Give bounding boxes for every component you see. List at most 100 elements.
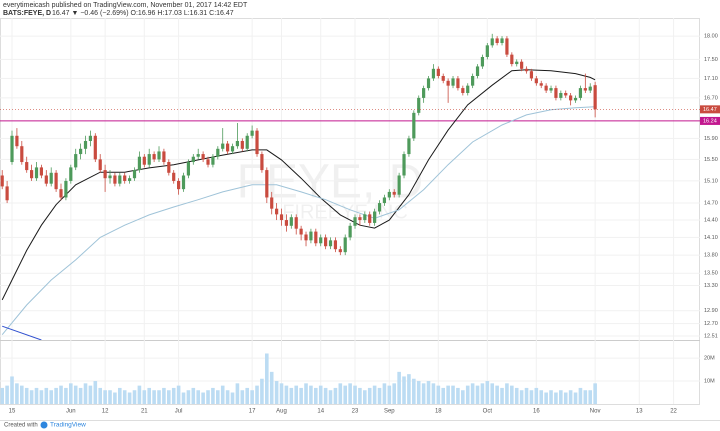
candle-body (392, 191, 396, 195)
y-tick-label: 13.80 (704, 253, 718, 259)
volume-bar (563, 392, 568, 404)
candle-body (69, 167, 73, 181)
volume-bar (338, 383, 343, 404)
candle-body (245, 135, 249, 149)
x-tick-label: 23 (352, 409, 359, 415)
volume-bar (505, 383, 509, 404)
y-tick-label: 14.10 (704, 235, 718, 241)
volume-bar (593, 383, 597, 404)
candle-body (593, 85, 597, 110)
candle-body (93, 135, 97, 160)
y-tick-label: 15.90 (704, 136, 718, 142)
candle-body (64, 180, 68, 198)
candle-body (132, 170, 137, 179)
candle-body (588, 86, 592, 91)
candle-body (103, 170, 107, 179)
volume-bar (260, 378, 264, 404)
candle-body (338, 249, 342, 253)
volume-bar (39, 390, 44, 404)
x-tick-label: 16 (533, 409, 540, 415)
published-line: everytimeicash published on TradingView.… (3, 2, 248, 9)
candle-body (578, 88, 583, 98)
volume-bar (245, 387, 250, 404)
volume-bar (5, 385, 9, 404)
candle-body (191, 156, 195, 163)
volume-tick-label: 10M (704, 378, 715, 384)
candle-body (520, 61, 524, 69)
candle-body (88, 135, 93, 141)
volume-bar (431, 383, 436, 404)
candle-body (226, 143, 230, 152)
volume-bar (78, 387, 83, 404)
candle-body (328, 240, 333, 247)
volume-bar (269, 371, 274, 404)
x-tick-label: 14 (317, 409, 324, 415)
volume-bar (426, 381, 431, 404)
volume-bar (495, 385, 499, 404)
candle-body (505, 38, 509, 55)
volume-bar (176, 385, 181, 404)
volume-bar (539, 390, 544, 404)
y-tick-label: 14.70 (704, 201, 718, 207)
volume-bar (573, 392, 578, 404)
volume-bar (255, 385, 259, 404)
volume-bar (162, 387, 166, 404)
candle-body (123, 175, 127, 181)
candle-body (284, 220, 289, 226)
candle-body (431, 68, 436, 79)
volume-bar (480, 383, 485, 404)
candle-body (583, 88, 587, 91)
y-tick-label: 14.40 (704, 218, 718, 224)
volume-bar (225, 390, 230, 404)
x-tick-label: 22 (670, 409, 677, 415)
x-tick-label: 21 (141, 409, 148, 415)
candle-body (422, 88, 426, 98)
volume-bar (49, 390, 54, 404)
volume-bar (397, 371, 401, 404)
candle-body (235, 140, 240, 147)
candle-body (324, 237, 328, 247)
volume-bar (191, 387, 196, 404)
x-tick-label: 12 (102, 409, 109, 415)
candle-body (480, 56, 485, 67)
y-tick-label: 16.70 (704, 95, 718, 101)
candle-body (524, 68, 529, 72)
volume-bar (544, 392, 548, 404)
candle-body (353, 217, 357, 226)
volume-bar (358, 387, 362, 404)
volume-bar (510, 385, 514, 404)
candle-body (201, 154, 205, 160)
volume-bar (441, 387, 446, 404)
x-tick-label: Nov (590, 409, 601, 415)
volume-bar (367, 387, 372, 404)
volume-bar (284, 385, 289, 404)
volume-bar (10, 376, 14, 404)
candle-body (500, 38, 504, 44)
candle-body (128, 178, 132, 181)
candle-body (260, 154, 264, 171)
candle-body (573, 97, 578, 101)
hline-label-box (700, 116, 720, 125)
volume-bar (250, 390, 254, 404)
candle-body (152, 154, 156, 160)
volume-bar (323, 387, 328, 404)
candle-body (495, 38, 499, 44)
candle-body (30, 170, 34, 179)
volume-bar (421, 383, 426, 404)
volume-bar (416, 381, 421, 404)
volume-bar (500, 387, 504, 404)
volume-bar (318, 385, 323, 404)
candle-body (59, 189, 63, 198)
volume-bar (132, 390, 137, 404)
candle-body (206, 159, 210, 165)
volume-bar (73, 385, 78, 404)
volume-bar (20, 385, 24, 404)
candle-body (162, 151, 166, 163)
candle-body (402, 154, 406, 176)
volume-bar (279, 383, 284, 404)
candle-body (279, 214, 284, 221)
volume-bar (333, 387, 338, 404)
volume-bar (328, 390, 333, 404)
volume-bar (534, 387, 539, 404)
volume-bar (206, 390, 210, 404)
